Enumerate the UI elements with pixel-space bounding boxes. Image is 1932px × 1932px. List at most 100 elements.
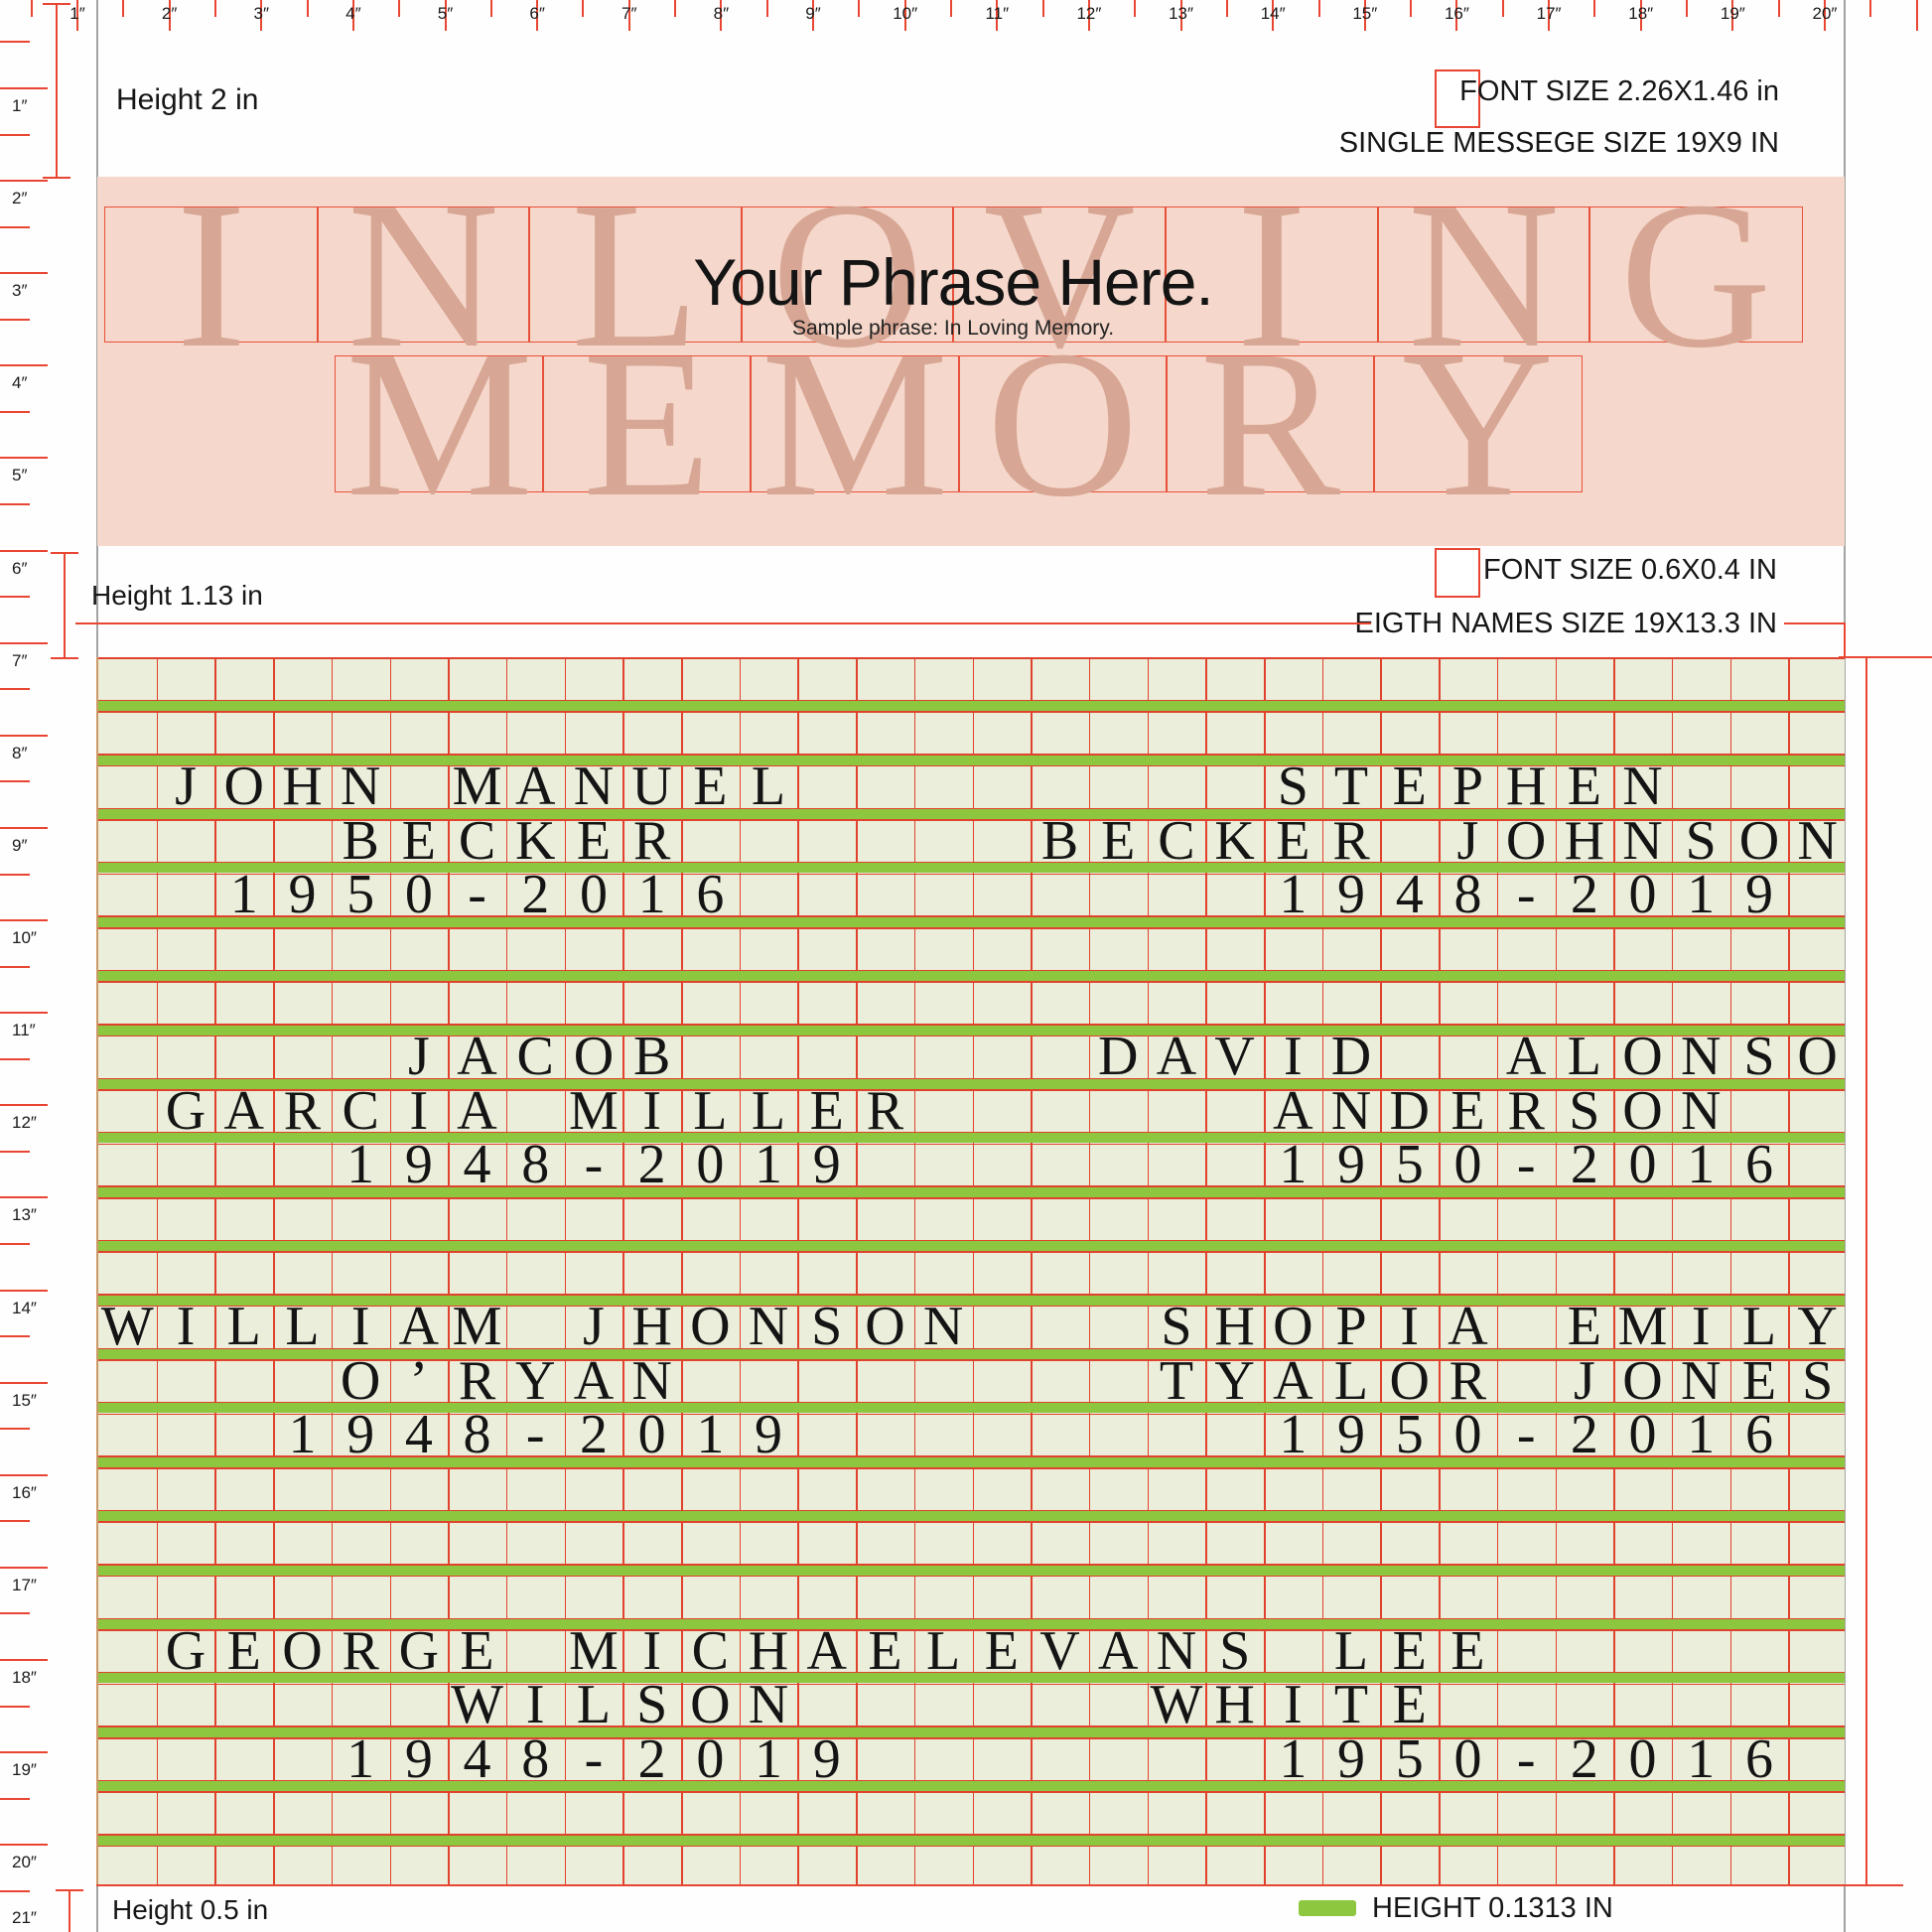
grid-row-line xyxy=(98,1455,1845,1457)
grid-row-line xyxy=(98,1467,1845,1469)
left-ruler-label: 17″ xyxy=(12,1575,37,1594)
memorial-letter-cell: N xyxy=(1330,1079,1372,1142)
memorial-letter-cell: K xyxy=(515,809,556,872)
grid-green-bar xyxy=(98,1133,1845,1144)
memorial-letter-cell: 1 xyxy=(346,1727,375,1790)
memorial-letter-cell: 9 xyxy=(1337,864,1366,926)
memorial-letter-cell: W xyxy=(100,1296,154,1358)
top-ruler-inch-tick xyxy=(1455,0,1458,31)
grid-height-measure-cap xyxy=(1839,656,1932,658)
memorial-letter-cell: S xyxy=(1685,809,1717,872)
memorial-letter-cell: H xyxy=(748,1619,789,1682)
left-ruler-half-tick xyxy=(0,688,30,691)
memorial-letter-cell: L xyxy=(693,1079,728,1142)
grid-row-line xyxy=(98,1791,1845,1793)
left-ruler-label: 19″ xyxy=(12,1760,37,1780)
top-ruler-inch-tick xyxy=(260,0,263,31)
memorial-letter-cell: E xyxy=(809,1079,844,1142)
top-ruler-label: 15″ xyxy=(1352,4,1378,23)
grid-column-line xyxy=(1496,657,1499,1886)
grid-column-line xyxy=(214,657,216,1886)
memorial-letter-cell: K xyxy=(1214,809,1255,872)
memorial-letter-cell: S xyxy=(1161,1296,1192,1358)
grid-column-line xyxy=(1671,657,1674,1886)
memorial-letter-cell: L xyxy=(1741,1296,1777,1358)
left-ruler-half-tick xyxy=(0,1428,30,1431)
grid-row-line xyxy=(98,1413,1845,1416)
left-ruler-label: 18″ xyxy=(12,1668,37,1688)
memorial-letter-cell: O xyxy=(1622,1026,1663,1088)
grid-row-line xyxy=(98,1305,1845,1308)
memorial-letter-cell: 1 xyxy=(1279,1404,1308,1466)
memorial-letter-cell: 6 xyxy=(1744,1727,1773,1790)
top-ruler-half-tick xyxy=(213,0,216,17)
left-ruler-half-tick xyxy=(0,503,30,506)
top-ruler-half-tick xyxy=(949,0,952,17)
memorial-letter-cell: A xyxy=(1505,1026,1547,1088)
memorial-letter-cell: E xyxy=(576,809,612,872)
ghost-letter-cell: M xyxy=(335,307,545,540)
top-ruler-half-tick xyxy=(306,0,309,17)
memorial-letter-cell: S xyxy=(1219,1619,1251,1682)
memorial-letter-cell: C xyxy=(342,1079,379,1142)
left-ruler-inch-tick xyxy=(0,1104,48,1107)
memorial-letter-cell: E xyxy=(1567,756,1601,818)
names-width-line-left xyxy=(75,622,1371,624)
memorial-letter-cell: 1 xyxy=(1687,1727,1716,1790)
height2-bracket-line xyxy=(56,3,58,179)
memorial-letter-cell: 2 xyxy=(1570,864,1598,926)
left-ruler-half-tick xyxy=(0,1057,30,1060)
memorial-letter-cell: - xyxy=(584,1134,604,1196)
left-ruler-half-tick xyxy=(0,965,30,968)
memorial-letter-cell: A xyxy=(806,1619,847,1682)
memorial-letter-cell: 1 xyxy=(1687,1404,1716,1466)
memorial-letter-cell: H xyxy=(631,1296,672,1358)
left-ruler-label: 13″ xyxy=(12,1205,37,1225)
grid-green-bar xyxy=(98,1186,1845,1197)
left-ruler-inch-tick xyxy=(0,1566,48,1569)
artboard-right-edge xyxy=(1844,0,1846,1932)
memorial-letter-cell: U xyxy=(631,756,672,818)
memorial-letter-cell: 2 xyxy=(637,1134,666,1196)
memorial-letter-cell: I xyxy=(1284,1674,1303,1736)
top-ruler-half-tick xyxy=(1225,0,1228,17)
grid-column-line xyxy=(448,657,450,1886)
memorial-letter-cell: N xyxy=(922,1296,964,1358)
top-ruler-half-tick xyxy=(1593,0,1596,17)
memorial-letter-cell: E xyxy=(1450,1619,1485,1682)
memorial-letter-cell: J xyxy=(175,756,197,818)
memorial-letter-cell: G xyxy=(165,1619,207,1682)
memorial-letter-cell: 8 xyxy=(1453,864,1482,926)
grid-column-line xyxy=(1380,657,1382,1886)
phrase-subline: Sample phrase: In Loving Memory. xyxy=(791,317,1115,340)
left-ruler-inch-tick xyxy=(0,1659,48,1662)
grid-green-bar xyxy=(98,1456,1845,1467)
top-ruler-half-tick xyxy=(1317,0,1320,17)
left-ruler-half-tick xyxy=(0,1612,30,1615)
left-ruler-inch-tick xyxy=(0,364,48,367)
memorial-letter-cell: L xyxy=(1567,1026,1601,1088)
grid-height-measure-line xyxy=(1865,656,1867,1886)
memorial-letter-cell: T xyxy=(1333,756,1369,818)
memorial-letter-cell: 0 xyxy=(1628,1727,1657,1790)
memorial-letter-cell: Y xyxy=(1214,1349,1255,1412)
top-ruler-inch-tick xyxy=(1731,0,1734,31)
left-ruler-inch-tick xyxy=(0,87,48,89)
phrase-headline: Your Phrase Here. xyxy=(693,245,1214,319)
top-ruler-half-tick xyxy=(674,0,677,17)
memorial-letter-cell: N xyxy=(1681,1079,1722,1142)
left-ruler-inch-tick xyxy=(0,734,48,737)
memorial-letter-cell: 0 xyxy=(1453,1727,1482,1790)
height2-bracket-cap-bottom xyxy=(43,177,70,179)
grid-row-line xyxy=(98,862,1845,864)
height05-bracket-line xyxy=(69,1889,70,1932)
memorial-letter-cell: 8 xyxy=(463,1404,491,1466)
grid-column-line xyxy=(1439,657,1441,1886)
memorial-letter-cell: E xyxy=(1392,1619,1427,1682)
ghost-letter-cell: M xyxy=(750,307,960,540)
memorial-letter-cell: B xyxy=(1040,809,1079,872)
left-ruler-inch-tick xyxy=(0,1381,48,1384)
grid-row-line xyxy=(98,981,1845,983)
memorial-letter-cell: O xyxy=(1797,1026,1838,1088)
memorial-letter-cell: 1 xyxy=(696,1404,725,1466)
